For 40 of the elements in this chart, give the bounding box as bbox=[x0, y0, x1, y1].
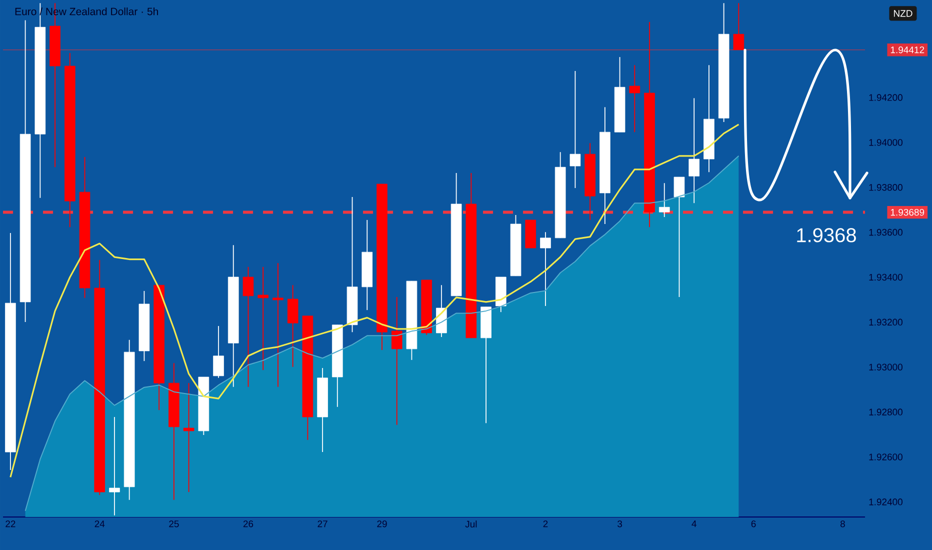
candlestick bbox=[570, 70, 581, 188]
y-tick-label: 1.93400 bbox=[869, 274, 902, 281]
x-tick-label: 6 bbox=[751, 520, 756, 528]
ref-line-label: 1.94412 bbox=[890, 46, 924, 54]
x-tick-label: 27 bbox=[318, 520, 328, 528]
candlestick bbox=[272, 262, 284, 388]
candlestick bbox=[674, 176, 685, 298]
x-tick-label: 22 bbox=[6, 520, 16, 528]
y-tick-label: 1.92600 bbox=[869, 454, 902, 460]
y-tick-label: 1.93200 bbox=[869, 318, 902, 326]
annotation: 1.9368 bbox=[797, 228, 856, 242]
x-tick-label: 2 bbox=[543, 520, 548, 528]
candlestick bbox=[109, 416, 120, 516]
y-tick-label: 1.93800 bbox=[869, 184, 902, 191]
x-tick-label: 26 bbox=[243, 520, 254, 528]
candlestick bbox=[733, 2, 744, 50]
candlestick bbox=[658, 182, 670, 218]
y-tick-label: 1.92400 bbox=[869, 498, 902, 506]
candlestick bbox=[391, 296, 402, 426]
x-tick-label: 8 bbox=[840, 520, 845, 528]
candlestick bbox=[688, 98, 700, 204]
x-tick-label: 3 bbox=[618, 520, 622, 528]
x-tick-label: 29 bbox=[377, 520, 387, 528]
x-tick-label: 24 bbox=[94, 520, 105, 528]
y-tick-label: 1.93600 bbox=[869, 228, 902, 236]
x-tick-label: 4 bbox=[692, 520, 696, 528]
candlestick bbox=[540, 232, 551, 306]
candlestick bbox=[242, 266, 254, 388]
x-tick-label: 25 bbox=[169, 520, 179, 528]
candlestick bbox=[629, 64, 640, 133]
y-tick-label: 1.94000 bbox=[869, 139, 902, 146]
y-tick-label: 1.92800 bbox=[869, 408, 902, 416]
candlestick bbox=[213, 326, 224, 378]
y-tick-label: 1.93000 bbox=[869, 364, 902, 370]
y-tick-label: 1.94200 bbox=[869, 94, 902, 101]
candlestick bbox=[258, 266, 268, 370]
x-tick-label: Jul bbox=[465, 520, 477, 528]
candlestick bbox=[183, 382, 194, 492]
y-axis-title: NZD bbox=[894, 10, 912, 17]
ref-line-label: 1.93689 bbox=[890, 208, 924, 216]
